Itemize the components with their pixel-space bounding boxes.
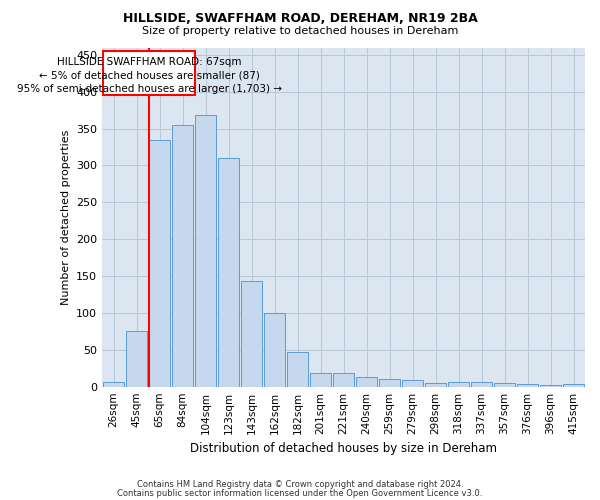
Bar <box>379 380 400 386</box>
Bar <box>563 384 584 386</box>
Text: HILLSIDE, SWAFFHAM ROAD, DEREHAM, NR19 2BA: HILLSIDE, SWAFFHAM ROAD, DEREHAM, NR19 2… <box>122 12 478 26</box>
Bar <box>149 140 170 386</box>
X-axis label: Distribution of detached houses by size in Dereham: Distribution of detached houses by size … <box>190 442 497 455</box>
Bar <box>402 380 423 386</box>
Text: Contains public sector information licensed under the Open Government Licence v3: Contains public sector information licen… <box>118 488 482 498</box>
Bar <box>333 374 354 386</box>
Text: HILLSIDE SWAFFHAM ROAD: 67sqm: HILLSIDE SWAFFHAM ROAD: 67sqm <box>57 57 241 67</box>
Bar <box>517 384 538 386</box>
Bar <box>218 158 239 386</box>
FancyBboxPatch shape <box>103 51 195 96</box>
Bar <box>126 332 147 386</box>
Bar <box>241 281 262 386</box>
Y-axis label: Number of detached properties: Number of detached properties <box>61 130 71 305</box>
Bar <box>494 383 515 386</box>
Bar <box>356 377 377 386</box>
Bar <box>103 382 124 386</box>
Bar <box>264 313 285 386</box>
Bar <box>471 382 492 386</box>
Text: Contains HM Land Registry data © Crown copyright and database right 2024.: Contains HM Land Registry data © Crown c… <box>137 480 463 489</box>
Text: ← 5% of detached houses are smaller (87): ← 5% of detached houses are smaller (87) <box>39 70 260 81</box>
Bar <box>287 352 308 386</box>
Text: Size of property relative to detached houses in Dereham: Size of property relative to detached ho… <box>142 26 458 36</box>
Bar <box>425 383 446 386</box>
Bar <box>172 125 193 386</box>
Bar <box>540 385 561 386</box>
Text: 95% of semi-detached houses are larger (1,703) →: 95% of semi-detached houses are larger (… <box>17 84 282 94</box>
Bar <box>195 116 216 386</box>
Bar <box>310 374 331 386</box>
Bar <box>448 382 469 386</box>
